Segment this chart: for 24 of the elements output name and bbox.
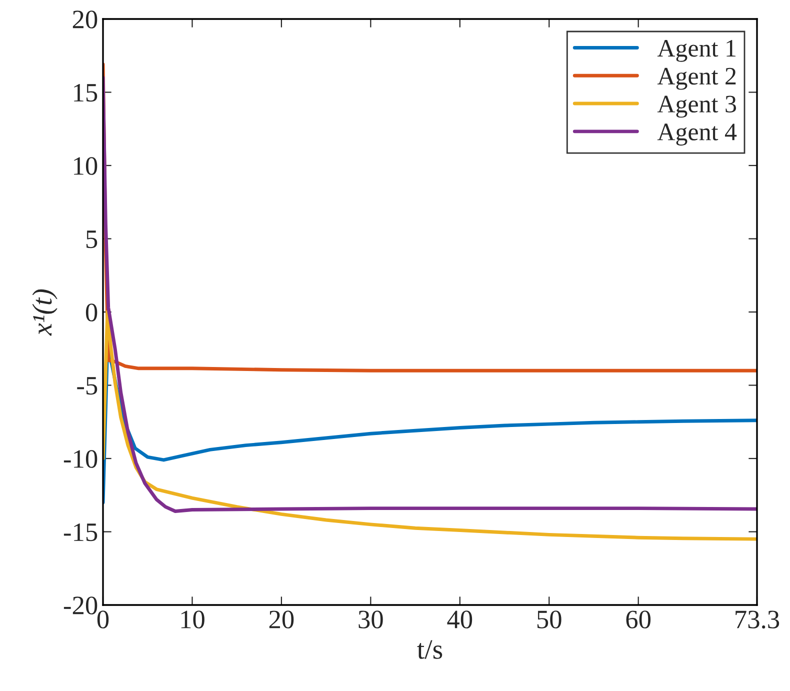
legend-label: Agent 2 — [657, 68, 736, 90]
x-tick-label: 30 — [358, 610, 383, 628]
y-tick-label: -15 — [64, 523, 98, 542]
y-axis-title: x¹(t) — [32, 289, 58, 336]
x-tick-label: 73.3 — [736, 610, 780, 629]
x-tick-label: 40 — [447, 610, 472, 628]
y-tick-label: -20 — [64, 596, 98, 614]
legend-label: Agent 3 — [657, 96, 736, 118]
x-axis-title: t/s — [417, 640, 442, 659]
y-tick-label: 5 — [86, 230, 98, 248]
y-tick-label: -10 — [64, 450, 98, 468]
x-tick-label: 60 — [626, 610, 651, 628]
y-tick-label: 10 — [74, 157, 98, 175]
y-tick-label: 15 — [74, 84, 98, 102]
x-tick-label: 50 — [537, 610, 562, 628]
legend-label: Agent 4 — [657, 124, 737, 146]
x-tick-label: 20 — [269, 610, 294, 628]
y-tick-label: 0 — [86, 304, 98, 322]
x-tick-label: 0 — [97, 610, 109, 628]
y-tick-label: 20 — [72, 10, 98, 28]
line-series — [103, 310, 757, 541]
x-tick-label: 10 — [181, 610, 204, 628]
y-tick-label: -5 — [77, 377, 98, 395]
legend-label: Agent 1 — [657, 40, 736, 62]
